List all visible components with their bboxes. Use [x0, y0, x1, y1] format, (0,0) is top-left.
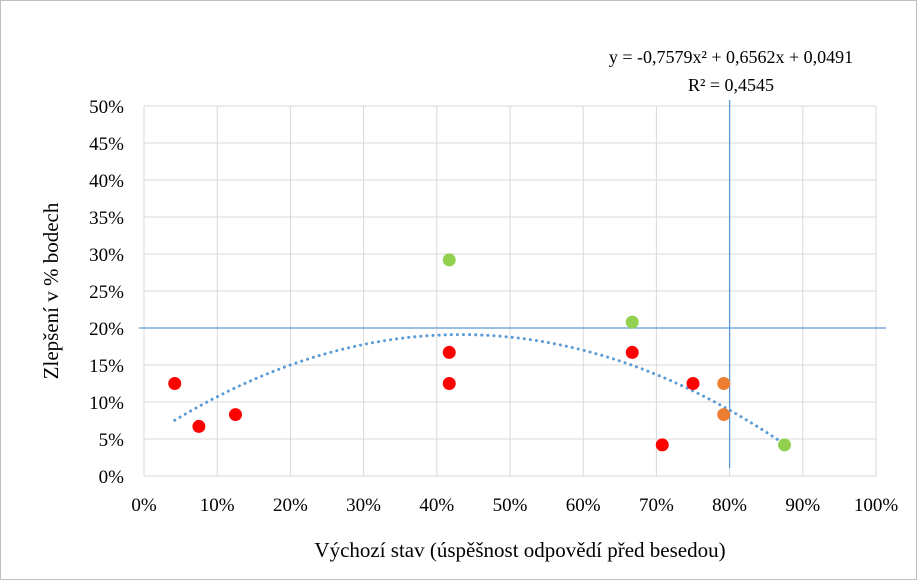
x-tick-label: 100% — [854, 495, 899, 516]
trendline — [173, 333, 786, 446]
y-tick-label: 20% — [89, 319, 124, 340]
y-tick-labels: 0% 5% 10% 15% 20% 25% 30% 35% 40% 45% 50% — [89, 97, 124, 488]
x-tick-label: 40% — [419, 495, 454, 516]
y-tick-label: 15% — [89, 356, 124, 377]
data-point — [778, 438, 791, 452]
x-tick-label: 70% — [639, 495, 674, 516]
data-point — [192, 419, 206, 433]
y-tick-label: 50% — [89, 97, 124, 118]
data-points — [168, 253, 791, 452]
x-tick-label: 50% — [493, 495, 528, 516]
y-tick-label: 5% — [99, 430, 125, 451]
data-point — [655, 438, 669, 452]
trendline-group — [173, 333, 786, 446]
data-point — [625, 345, 639, 359]
data-point — [442, 345, 456, 359]
y-tick-label: 35% — [89, 208, 124, 229]
data-point — [229, 408, 242, 422]
y-tick-label: 30% — [89, 245, 124, 266]
trendline-equation: y = -0,7579x² + 0,6562x + 0,0491 — [609, 47, 853, 67]
gridlines — [143, 105, 877, 477]
reference-lines — [139, 100, 886, 468]
data-point — [717, 377, 731, 390]
data-point — [442, 253, 456, 267]
x-tick-label: 30% — [346, 495, 381, 516]
y-tick-label: 0% — [99, 467, 125, 488]
x-tick-label: 90% — [785, 495, 820, 516]
y-tick-label: 10% — [89, 393, 124, 414]
y-tick-label: 45% — [89, 134, 124, 155]
x-tick-label: 80% — [712, 495, 747, 516]
x-tick-label: 20% — [273, 495, 308, 516]
data-point — [625, 315, 639, 329]
data-point — [686, 377, 700, 390]
x-tick-labels: 0% 10% 20% 30% 40% 50% 60% 70% 80% 90% 100% — [131, 495, 898, 516]
trendline-r-squared: R² = 0,4545 — [688, 75, 774, 95]
x-tick-label: 0% — [131, 495, 157, 516]
y-axis-title: Zlepšení v % bodech — [39, 202, 63, 379]
x-axis-title: Výchozí stav (úspěšnost odpovědí před be… — [314, 538, 725, 562]
y-tick-label: 40% — [89, 171, 124, 192]
x-tick-label: 60% — [566, 495, 601, 516]
x-tick-label: 10% — [200, 495, 235, 516]
data-point — [168, 377, 182, 390]
data-point — [717, 408, 731, 422]
data-point — [442, 377, 456, 390]
y-tick-label: 25% — [89, 282, 124, 303]
